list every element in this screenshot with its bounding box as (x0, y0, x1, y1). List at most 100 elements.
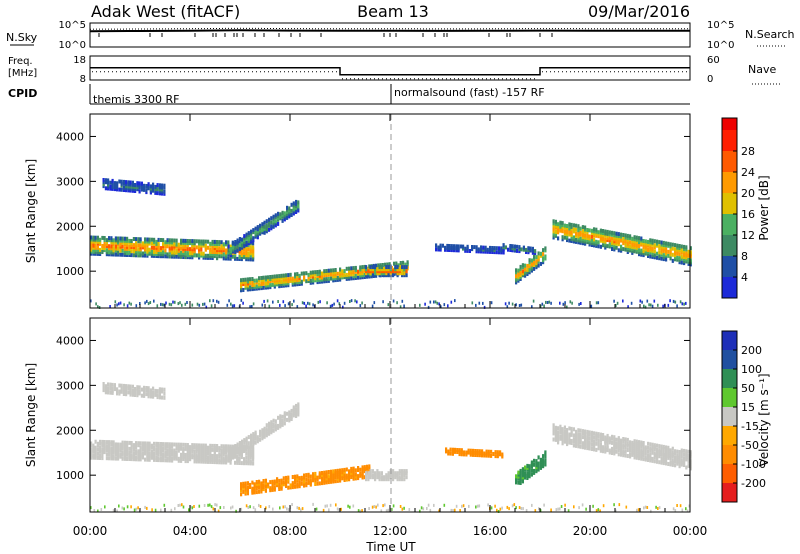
data-cell (597, 434, 600, 439)
ground-scatter-cell (133, 508, 136, 512)
data-cell (164, 240, 167, 245)
data-cell (254, 432, 257, 437)
ground-scatter-cell (209, 503, 211, 507)
range-tick-label: 2000 (56, 220, 84, 233)
data-cell (345, 272, 348, 277)
data-cell (533, 458, 536, 463)
data-cell (108, 452, 111, 457)
data-cell (118, 383, 121, 388)
data-cell (480, 247, 483, 252)
data-cell (159, 456, 162, 461)
data-cell (486, 247, 489, 252)
data-cell (234, 240, 237, 244)
ground-scatter-cell (279, 303, 281, 307)
data-cell (157, 456, 160, 461)
data-cell (137, 237, 140, 242)
data-cell (137, 449, 140, 454)
data-cell (99, 239, 102, 244)
data-cell (90, 235, 93, 240)
data-cell (283, 421, 286, 426)
data-cell (595, 233, 598, 238)
data-cell (559, 434, 562, 439)
data-cell (521, 263, 524, 268)
data-cell (240, 482, 243, 487)
data-cell (465, 450, 468, 455)
data-cell (157, 441, 160, 446)
data-cell (297, 200, 300, 205)
data-cell (121, 236, 124, 241)
data-cell (352, 266, 355, 271)
ground-scatter-cell (602, 504, 605, 508)
data-cell (343, 273, 346, 278)
ground-scatter-cell (672, 507, 675, 511)
data-cell (662, 447, 665, 451)
data-cell (120, 383, 123, 388)
data-cell (269, 486, 272, 491)
data-cell (357, 466, 360, 470)
data-cell (401, 265, 404, 270)
ground-scatter-cell (496, 508, 498, 512)
data-cell (162, 252, 165, 257)
data-cell (487, 449, 490, 454)
cpid-segment-1: themis 3300 RF (93, 93, 180, 106)
range-tick-label: 4000 (56, 130, 84, 143)
ground-scatter-cell (382, 504, 384, 508)
data-cell (316, 280, 319, 285)
data-cell (242, 489, 245, 494)
data-cell (622, 239, 625, 244)
data-cell (332, 469, 335, 474)
data-cell (392, 269, 395, 274)
data-cell (606, 229, 609, 234)
ground-scatter-cell (585, 507, 587, 511)
ground-scatter-cell (230, 506, 232, 510)
data-cell (216, 244, 219, 249)
data-cell (316, 270, 319, 274)
data-cell (687, 449, 690, 454)
data-cell (109, 390, 112, 395)
data-cell (92, 447, 95, 452)
data-cell (640, 448, 643, 453)
ground-scatter-cell (139, 302, 141, 305)
data-cell (295, 407, 298, 412)
data-cell (581, 429, 584, 434)
data-cell (537, 455, 540, 460)
data-cell (300, 475, 303, 480)
ground-scatter-cell (301, 301, 304, 305)
data-cell (608, 242, 611, 247)
data-cell (202, 241, 205, 246)
data-cell (274, 427, 277, 432)
data-cell (371, 267, 374, 272)
ground-scatter-cell (679, 300, 682, 304)
data-cell (114, 244, 117, 249)
data-cell (118, 389, 121, 394)
data-cell (517, 480, 520, 485)
data-cell (626, 233, 629, 238)
data-cell (561, 221, 564, 226)
data-cell (236, 240, 239, 245)
data-cell (189, 249, 192, 254)
data-cell (166, 238, 169, 243)
data-cell (198, 247, 201, 252)
data-cell (145, 392, 148, 397)
data-cell (249, 245, 252, 250)
data-cell (126, 446, 129, 451)
data-cell (624, 235, 627, 240)
data-cell (626, 441, 629, 446)
data-cell (678, 258, 681, 263)
data-cell (273, 479, 276, 484)
data-cell (252, 241, 255, 246)
data-cell (611, 446, 614, 451)
ground-scatter-cell (382, 300, 384, 304)
velocity-band-6 (722, 388, 737, 407)
data-cell (475, 247, 478, 252)
data-cell (678, 248, 681, 253)
data-cell (132, 453, 135, 458)
data-cell (611, 247, 614, 251)
data-cell (647, 449, 650, 454)
data-cell (287, 273, 290, 278)
data-cell (155, 441, 158, 446)
data-cell (116, 387, 119, 392)
data-cell (321, 479, 324, 483)
